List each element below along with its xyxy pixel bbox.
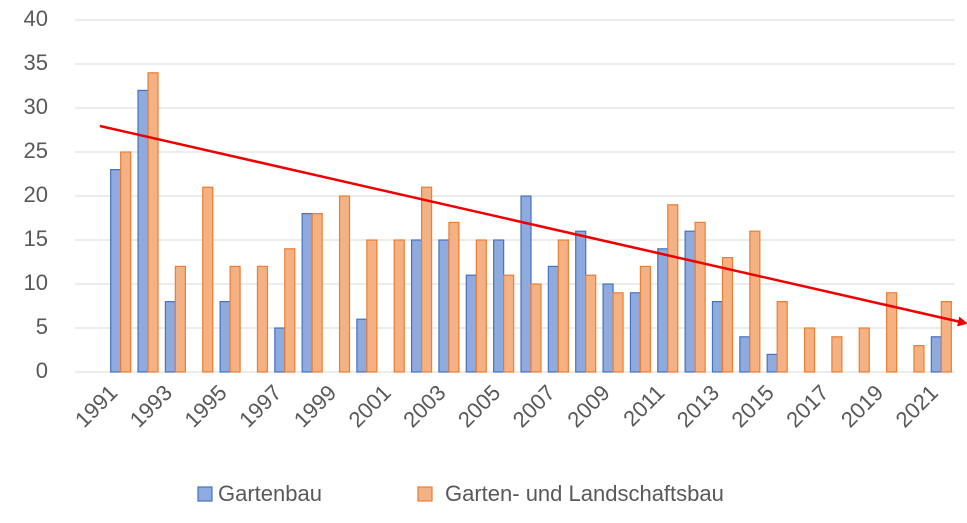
legend-swatch <box>197 486 213 502</box>
bar <box>831 336 843 373</box>
bar <box>711 301 724 373</box>
bar <box>448 221 460 373</box>
bar <box>639 265 652 373</box>
bar <box>575 230 587 373</box>
x-tick-label: 2021 <box>891 380 943 432</box>
bar <box>493 239 505 373</box>
y-tick-label: 10 <box>24 270 48 295</box>
trend-arrow <box>99 124 967 327</box>
bar <box>137 89 149 373</box>
bar <box>585 274 597 373</box>
bar <box>530 283 542 373</box>
bar <box>338 195 351 373</box>
bar <box>219 301 231 373</box>
legend-swatch <box>417 486 433 502</box>
bar <box>557 239 569 373</box>
bar <box>393 239 405 373</box>
bar <box>410 239 423 373</box>
y-tick-label: 25 <box>24 138 48 163</box>
x-tick-label: 1991 <box>70 380 122 432</box>
bar <box>694 221 706 373</box>
legend-label: Gartenbau <box>218 481 322 506</box>
bar <box>420 186 433 373</box>
x-tick-label: 2019 <box>836 380 888 432</box>
bar <box>503 274 515 373</box>
bar <box>766 353 778 373</box>
bar <box>749 230 761 373</box>
x-tick-label: 1997 <box>234 380 286 432</box>
x-tick-label: 2007 <box>508 380 560 432</box>
bar <box>438 239 450 373</box>
bar <box>657 248 669 373</box>
x-tick-label: 1999 <box>289 380 341 432</box>
bar <box>776 301 788 373</box>
bar <box>301 213 313 373</box>
bar <box>858 327 870 373</box>
x-tick-label: 2015 <box>727 380 779 432</box>
x-tick-label: 2003 <box>398 380 450 432</box>
y-tick-label: 35 <box>24 50 48 75</box>
bar <box>739 336 751 373</box>
bar <box>366 239 378 373</box>
x-tick-label: 2001 <box>344 380 396 432</box>
y-tick-label: 20 <box>24 182 48 207</box>
y-tick-label: 5 <box>36 314 48 339</box>
y-tick-label: 40 <box>24 6 48 31</box>
bar <box>465 274 477 373</box>
bar <box>256 265 269 373</box>
bar <box>667 204 679 373</box>
x-tick-label: 1995 <box>179 380 231 432</box>
bar <box>110 169 122 373</box>
x-tick-label: 2005 <box>453 380 505 432</box>
bar <box>284 248 296 373</box>
bar <box>930 336 942 373</box>
bar <box>803 327 816 373</box>
bar <box>602 283 614 373</box>
bar <box>913 345 925 373</box>
bar <box>629 292 642 373</box>
x-tick-label: 2017 <box>781 380 833 432</box>
bar <box>202 186 214 373</box>
legend-label: Garten- und Landschaftsbau <box>445 481 724 506</box>
bar <box>547 265 559 373</box>
bar <box>274 327 286 373</box>
bar <box>174 265 186 373</box>
y-tick-label: 15 <box>24 226 48 251</box>
bar <box>356 318 368 373</box>
bar <box>475 239 487 373</box>
bar <box>684 230 696 373</box>
x-tick-label: 1993 <box>125 380 177 432</box>
x-tick-label: 2011 <box>618 380 669 431</box>
bar <box>120 151 132 373</box>
bar <box>147 72 159 373</box>
y-tick-label: 30 <box>24 94 48 119</box>
bar <box>229 265 241 373</box>
y-tick-label: 0 <box>36 358 48 383</box>
bar <box>721 257 734 373</box>
x-tick-label: 2009 <box>562 380 614 432</box>
bar <box>886 292 898 373</box>
bar <box>311 213 323 373</box>
bar <box>164 301 176 373</box>
x-tick-label: 2013 <box>672 380 724 432</box>
bar <box>612 292 624 373</box>
bar <box>940 301 952 373</box>
